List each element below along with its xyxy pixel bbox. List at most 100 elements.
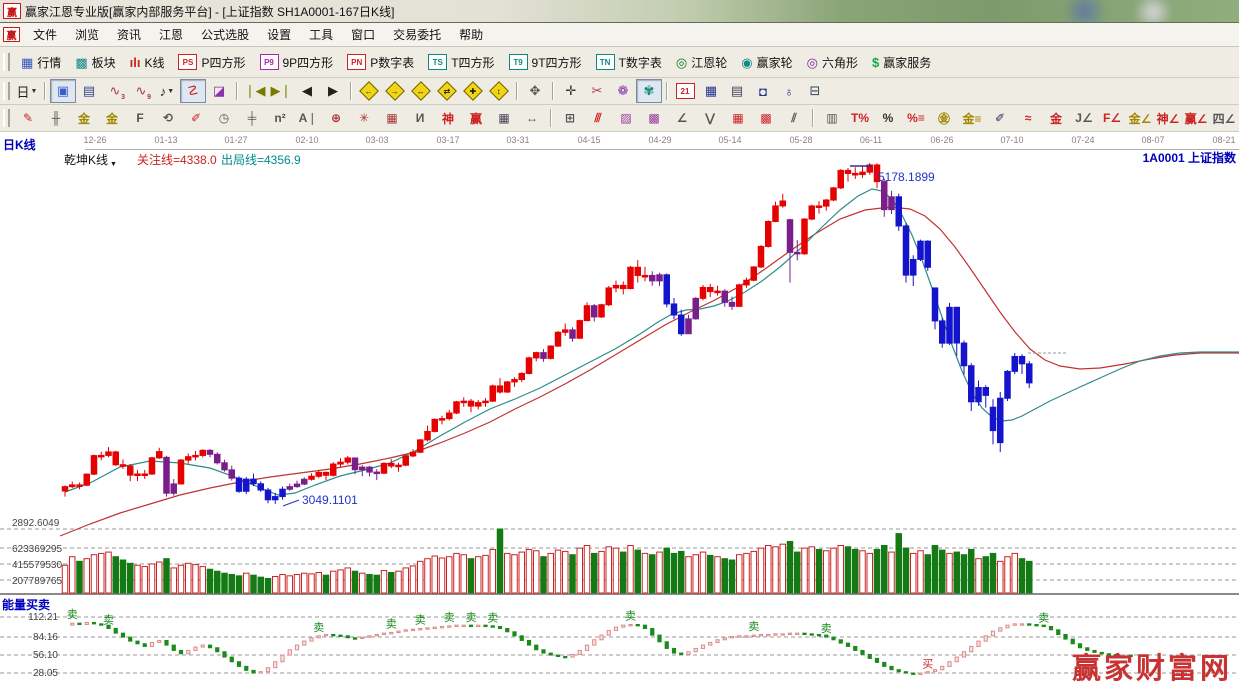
smart-analysis-button[interactable]: ✾ — [636, 79, 662, 103]
n-squared-button[interactable]: n² — [266, 106, 294, 130]
red-brush-button[interactable]: ✐ — [182, 106, 210, 130]
prev-bar-button[interactable]: ◀ — [294, 79, 320, 103]
gold-ruler-button[interactable]: 金 — [70, 106, 98, 130]
ying-angle-button[interactable]: 赢∠ — [1182, 106, 1210, 130]
n-wave-button[interactable]: И — [406, 106, 434, 130]
percent-button[interactable]: % — [874, 106, 902, 130]
menu-item-8[interactable]: 交易委托 — [393, 28, 442, 42]
kline-button[interactable]: ılı K线 — [123, 50, 172, 74]
gold-angle-button[interactable]: 金∠ — [1126, 106, 1154, 130]
save-button[interactable]: ◘ — [750, 79, 776, 103]
h-expand-button[interactable]: ↔ — [518, 106, 546, 130]
tick-ruler-button[interactable]: ╪ — [238, 106, 266, 130]
menu-item-5[interactable]: 设置 — [267, 28, 292, 42]
web-link-button[interactable]: ♁ — [776, 79, 802, 103]
pen-tool-button[interactable]: ✎ — [14, 106, 42, 130]
circle-target-button[interactable]: ⊕ — [322, 106, 350, 130]
menu-item-6[interactable]: 工具 — [309, 28, 334, 42]
calculator-button[interactable]: ▦ — [698, 79, 724, 103]
pan-hand-button[interactable]: ✥ — [522, 79, 548, 103]
gold-average-button[interactable]: 金≡ — [958, 106, 986, 130]
calendar-21-button[interactable]: 21 — [672, 79, 698, 103]
toolbar-drag-handle[interactable] — [3, 109, 10, 127]
shaded-box-button[interactable]: ▨ — [612, 106, 640, 130]
zigzag-tool-button[interactable]: ☡ — [180, 79, 206, 103]
last-page-button[interactable]: ▶❘ — [268, 79, 294, 103]
period-day-dropdown-button[interactable]: 日 ▼ — [14, 79, 40, 103]
menu-item-3[interactable]: 江恩 — [159, 28, 184, 42]
gann-wheel-button[interactable]: ◎ 江恩轮 — [669, 50, 734, 74]
hexagon-button[interactable]: ◎ 六角形 — [800, 50, 865, 74]
9t-square-button[interactable]: T9 9T四方形 — [502, 50, 589, 74]
menu-item-1[interactable]: 浏览 — [75, 28, 100, 42]
t-square-button[interactable]: TS T四方形 — [421, 50, 501, 74]
measure-scissors-button[interactable]: ✂ — [584, 79, 610, 103]
f-ruler-button[interactable]: F — [126, 106, 154, 130]
gold-ruler-2-button[interactable]: 金 — [98, 106, 126, 130]
notes-button[interactable]: ▤ — [724, 79, 750, 103]
shen-tool-button[interactable]: 神 — [434, 106, 462, 130]
winner-wheel-button[interactable]: ◉ 赢家轮 — [734, 50, 799, 74]
arc-spiral-button[interactable]: ⟲ — [154, 106, 182, 130]
measure-table-button[interactable]: ▥ — [818, 106, 846, 130]
winner-service-button[interactable]: $ 赢家服务 — [865, 50, 938, 74]
menu-item-2[interactable]: 资讯 — [117, 28, 142, 42]
ruler-lines-button[interactable]: ╫ — [42, 106, 70, 130]
kline-chart-svg[interactable]: 12-26 01-13 01-27 02-10 03-03 03-17 03-31 04-15… — [0, 132, 1239, 687]
menu-item-7[interactable]: 窗口 — [351, 28, 376, 42]
music-note-dropdown-button[interactable]: ♪ ▼ — [159, 83, 175, 99]
ying-tool-button[interactable]: 赢 — [462, 106, 490, 130]
sectors-button[interactable]: ▩ 板块 — [68, 50, 122, 74]
crosshair-button[interactable]: ✛ — [558, 79, 584, 103]
toolbar-drag-handle[interactable] — [3, 82, 10, 100]
quotes-button[interactable]: ▦ 行情 — [14, 50, 68, 74]
trend-pen-button[interactable]: ∠ — [668, 106, 696, 130]
percent-lines-button[interactable]: %≡ — [902, 106, 930, 130]
diamond-right-button[interactable]: → — [382, 79, 408, 103]
count-pen-button[interactable]: ✐ — [986, 106, 1014, 130]
menu-item-9[interactable]: 帮助 — [459, 28, 484, 42]
trend-percent-button[interactable]: T% — [846, 106, 874, 130]
ray-fan-button[interactable]: ⫻ — [584, 106, 612, 130]
red-grid-button[interactable]: ▦ — [378, 106, 406, 130]
shen-angle-button[interactable]: 神∠ — [1154, 106, 1182, 130]
quadrant-lines-button[interactable]: ⊞ — [556, 106, 584, 130]
first-page-button[interactable]: ❘◀ — [242, 79, 268, 103]
gold-section-button[interactable]: 金 — [1042, 106, 1070, 130]
diamond-left-button[interactable]: ← — [356, 79, 382, 103]
j-angle-button[interactable]: J∠ — [1070, 106, 1098, 130]
dense-grid-button[interactable]: ▩ — [752, 106, 780, 130]
diamond-h-shrink-button[interactable]: ⇄ — [434, 79, 460, 103]
next-bar-button[interactable]: ▶ — [320, 79, 346, 103]
diamond-v-expand-button[interactable]: ↕ — [486, 79, 512, 103]
gold-circle-button[interactable]: ㊎ — [930, 106, 958, 130]
wave-9-button[interactable]: ∿ 9 — [135, 83, 151, 101]
toolbar-drag-handle[interactable] — [3, 53, 10, 71]
a-mirror-button[interactable]: A❘ — [294, 106, 322, 130]
p-square-button[interactable]: PS P四方形 — [171, 50, 252, 74]
wave-3-button[interactable]: ∿ 3 — [109, 83, 125, 101]
f-angle-button[interactable]: F∠ — [1098, 106, 1126, 130]
price-grid-button[interactable]: ▦ — [724, 106, 752, 130]
parallel-lines-button[interactable]: ⫽ — [780, 106, 808, 130]
star-burst-button[interactable]: ✳ — [350, 106, 378, 130]
diamond-h-expand-button[interactable]: ↔ — [408, 79, 434, 103]
info-panel-button[interactable]: ▤ — [76, 79, 102, 103]
t-number-table-button[interactable]: TN T数字表 — [589, 50, 669, 74]
grid-123-button[interactable]: ▦ — [490, 106, 518, 130]
shaded-box-2-button[interactable]: ▩ — [640, 106, 668, 130]
menu-item-4[interactable]: 公式选股 — [201, 28, 250, 42]
menu-item-0[interactable]: 文件 — [33, 28, 58, 42]
chart-window-button[interactable]: ▣ — [50, 79, 76, 103]
color-analysis-button[interactable]: ◪ — [206, 79, 232, 103]
kline-mode-dropdown[interactable]: 乾坤K线 ▼ — [64, 153, 117, 168]
four-angle-button[interactable]: 四∠ — [1210, 106, 1238, 130]
p-number-table-button[interactable]: PN P数字表 — [340, 50, 421, 74]
diamond-plus-button[interactable]: ✚ — [460, 79, 486, 103]
print-button[interactable]: ⊟ — [802, 79, 828, 103]
wave-check-button[interactable]: ⋁ — [696, 106, 724, 130]
chart-canvas[interactable]: 12-26 01-13 01-27 02-10 03-03 03-17 03-31 04-15… — [0, 132, 1239, 687]
gann-flower-button[interactable]: ❁ — [610, 79, 636, 103]
time-cycle-button[interactable]: ◷ — [210, 106, 238, 130]
9p-square-button[interactable]: P9 9P四方形 — [253, 50, 341, 74]
